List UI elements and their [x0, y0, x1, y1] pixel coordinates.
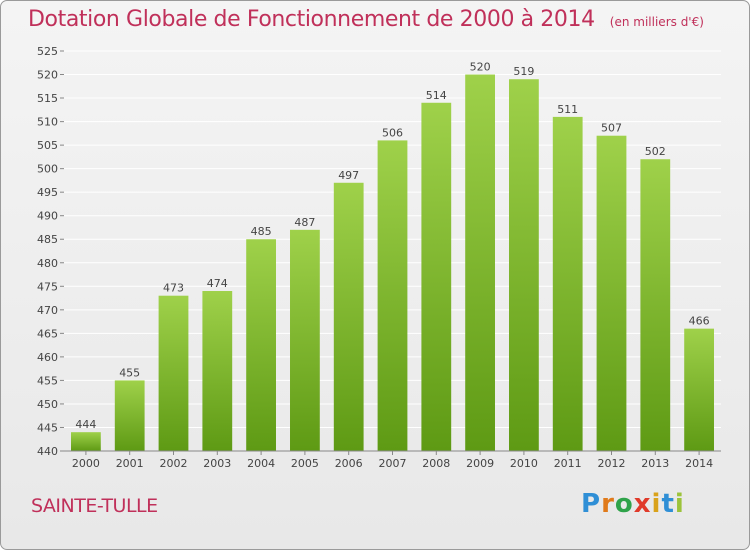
logo-letter: r [601, 489, 615, 519]
y-tick-label: 450 [37, 398, 58, 411]
data-label: 507 [601, 122, 622, 135]
data-label: 502 [645, 145, 666, 158]
y-tick-label: 510 [37, 116, 58, 129]
data-label: 497 [338, 169, 359, 182]
bar [377, 140, 408, 452]
bar [290, 229, 320, 451]
x-tick-label: 2000 [72, 457, 100, 470]
x-axis-ticks: 2000 2001 2002 2003 2004 2005 2006 2007 2008 2009… [64, 450, 721, 470]
proxiti-logo[interactable]: Proxiti [581, 489, 685, 519]
x-tick-label: 2001 [116, 457, 144, 470]
x-tick-label: 2003 [203, 457, 231, 470]
data-label: 519 [513, 65, 534, 78]
bar [465, 74, 495, 451]
logo-letter: i [674, 489, 685, 519]
y-tick-label: 500 [37, 163, 58, 176]
y-tick-label: 460 [37, 351, 58, 364]
data-label: 455 [119, 366, 140, 379]
commune-name: SAINTE-TULLE [31, 495, 158, 517]
data-label: 520 [470, 61, 491, 74]
x-tick-label: 2012 [598, 457, 626, 470]
bar [71, 432, 101, 451]
y-tick-label: 520 [37, 69, 58, 82]
logo-letter: i [651, 489, 662, 519]
y-tick-label: 515 [37, 92, 58, 105]
y-tick-label: 495 [37, 186, 58, 199]
y-tick-label: 505 [37, 139, 58, 152]
x-tick-label: 2005 [291, 457, 319, 470]
data-label: 444 [75, 418, 96, 431]
chart-unit: (en milliers d'€) [609, 15, 704, 29]
data-label: 466 [689, 315, 710, 328]
y-tick-label: 485 [37, 233, 58, 246]
y-axis-ticks: 440 445 450 455 460 465 470 475 480 485 490 495 500 5… [37, 45, 64, 458]
y-tick-label: 465 [37, 327, 58, 340]
x-tick-label: 2007 [379, 457, 407, 470]
data-label: 487 [294, 216, 315, 229]
y-tick-label: 440 [37, 445, 58, 458]
data-label: 485 [251, 225, 272, 238]
bar [114, 380, 145, 451]
y-tick-label: 525 [37, 45, 58, 58]
title-row: Dotation Globale de Fonctionnement de 20… [28, 7, 704, 32]
x-tick-label: 2010 [510, 457, 538, 470]
logo-letter: x [633, 489, 652, 519]
bar [158, 295, 189, 451]
data-label: 506 [382, 126, 403, 139]
y-tick-label: 455 [37, 374, 58, 387]
chart-title: Dotation Globale de Fonctionnement de 20… [28, 7, 595, 32]
bar [552, 116, 583, 451]
bar [333, 182, 364, 451]
data-label: 474 [207, 277, 228, 290]
bar [246, 239, 276, 451]
x-tick-label: 2014 [685, 457, 713, 470]
bars [71, 74, 714, 452]
y-tick-label: 445 [37, 421, 58, 434]
logo-letter: t [661, 489, 675, 519]
bar [596, 135, 627, 452]
x-tick-label: 2006 [335, 457, 363, 470]
x-tick-label: 2009 [466, 457, 494, 470]
y-tick-label: 475 [37, 280, 58, 293]
x-tick-label: 2013 [641, 457, 669, 470]
data-labels: 444 455 473 474 485 487 497 506 514 520 519 511 507 5… [75, 61, 709, 432]
bar [421, 102, 452, 451]
x-tick-label: 2002 [160, 457, 188, 470]
bar [684, 328, 714, 451]
x-tick-label: 2004 [247, 457, 275, 470]
logo-letter: P [581, 489, 602, 519]
logo-letter: o [614, 489, 634, 519]
y-tick-label: 470 [37, 304, 58, 317]
data-label: 514 [426, 89, 447, 102]
data-label: 473 [163, 282, 184, 295]
bar [202, 291, 233, 451]
y-tick-label: 490 [37, 210, 58, 223]
x-tick-label: 2008 [422, 457, 450, 470]
x-tick-label: 2011 [554, 457, 582, 470]
bar [509, 79, 539, 451]
bar [640, 159, 671, 451]
data-label: 511 [557, 103, 578, 116]
y-tick-label: 480 [37, 257, 58, 270]
